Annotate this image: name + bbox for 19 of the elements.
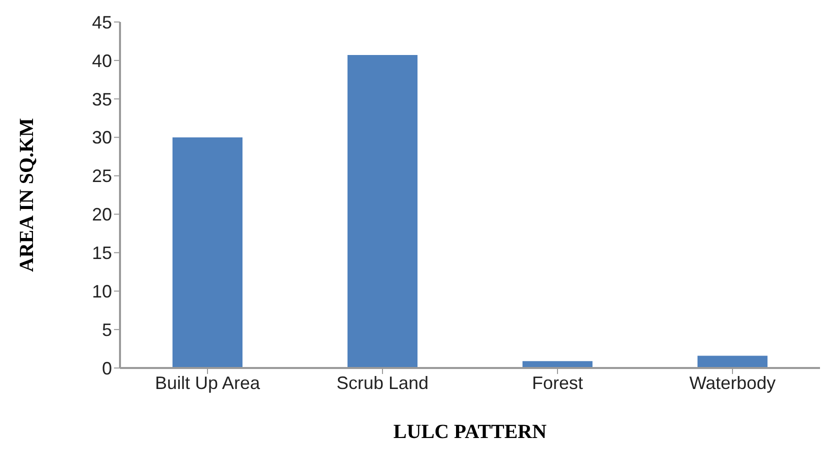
x-tick-label: Forest [532, 372, 584, 393]
bar [172, 137, 242, 368]
x-tick-label: Built Up Area [154, 372, 262, 393]
y-tick-label: 30 [92, 128, 112, 148]
y-tick-label: 40 [92, 50, 112, 71]
y-tick-label: 25 [92, 166, 112, 186]
y-axis-title: AREA IN SQ.KM [16, 118, 38, 272]
y-tick-label: 5 [102, 320, 112, 340]
y-tick-label: 0 [102, 358, 112, 378]
y-tick-label: 20 [92, 204, 112, 225]
bar [348, 55, 418, 368]
y-tick-label: 15 [92, 243, 112, 264]
y-tick-label: 45 [92, 12, 112, 32]
bar [698, 356, 768, 368]
x-axis-title: LULC PATTERN [393, 421, 548, 443]
y-tick-label: 35 [92, 89, 112, 110]
x-tick-label: Scrub Land [336, 372, 429, 393]
x-tick-label: Waterbody [689, 372, 776, 393]
y-tick-label: 10 [92, 282, 112, 302]
